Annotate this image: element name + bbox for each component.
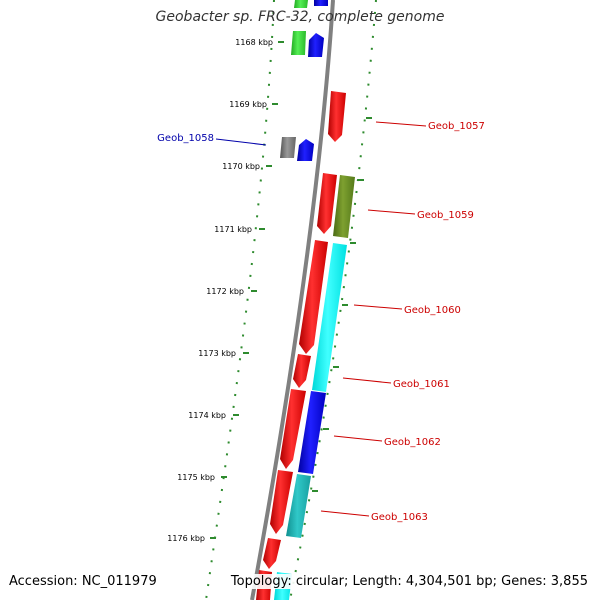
gene-feature-blue[interactable] — [314, 0, 328, 6]
kbp-label: 1170 kbp — [222, 162, 260, 171]
leader-line — [375, 121, 427, 127]
gene-feature-red[interactable] — [263, 538, 281, 569]
kbp-label: 1171 kbp — [214, 225, 252, 234]
gene-label-geob-1057[interactable]: Geob_1057 — [428, 121, 485, 132]
outer-tick-track — [289, 0, 377, 601]
kbp-label: 1169 kbp — [229, 100, 267, 109]
gene-label-geob-1058[interactable]: Geob_1058 — [157, 133, 214, 144]
inner-tick-track — [205, 0, 275, 601]
map-title: Geobacter sp. FRC-32, complete genome — [155, 9, 445, 25]
gene-feature-green[interactable] — [291, 31, 306, 55]
kbp-ticks — [210, 41, 284, 539]
gene-feature-red[interactable] — [280, 389, 306, 469]
gene-feature-olive[interactable] — [333, 175, 355, 238]
leader-line — [333, 435, 383, 442]
kbp-label: 1176 kbp — [167, 534, 205, 543]
gene-label-geob-1062[interactable]: Geob_1062 — [384, 437, 441, 448]
gene-feature-red[interactable] — [299, 240, 328, 354]
kbp-label: 1175 kbp — [177, 473, 215, 482]
leader-line — [320, 510, 370, 517]
genome-backbone — [250, 0, 335, 601]
gene-feature-green[interactable] — [294, 0, 308, 8]
gene-label-geob-1061[interactable]: Geob_1061 — [393, 379, 450, 390]
accession-text: Accession: NC_011979 — [9, 574, 157, 589]
gene-feature-blue[interactable] — [298, 391, 326, 474]
kbp-label: 1172 kbp — [206, 287, 244, 296]
leader-line — [215, 138, 267, 146]
gene-label-geob-1063[interactable]: Geob_1063 — [371, 512, 428, 523]
kbp-label: 1173 kbp — [198, 349, 236, 358]
gene-feature-red[interactable] — [293, 354, 311, 388]
gene-feature-red[interactable] — [270, 470, 293, 534]
gene-feature-blue[interactable] — [297, 139, 314, 161]
gene-feature-red[interactable] — [328, 91, 346, 142]
kbp-label: 1168 kbp — [235, 38, 273, 47]
outer-ticks — [312, 117, 372, 492]
leader-line — [353, 304, 403, 310]
genome-summary-text: Topology: circular; Length: 4,304,501 bp… — [228, 574, 590, 589]
gene-feature-teal[interactable] — [286, 474, 311, 538]
leader-line — [367, 209, 416, 215]
kbp-label: 1174 kbp — [188, 411, 226, 420]
gene-label-geob-1059[interactable]: Geob_1059 — [417, 210, 474, 221]
gene-feature-cyan[interactable] — [312, 243, 347, 392]
gene-label-geob-1060[interactable]: Geob_1060 — [404, 305, 461, 316]
gene-feature-red[interactable] — [317, 173, 337, 234]
gene-feature-gray[interactable] — [280, 137, 296, 158]
leader-line — [342, 377, 392, 384]
gene-feature-blue[interactable] — [308, 33, 324, 57]
